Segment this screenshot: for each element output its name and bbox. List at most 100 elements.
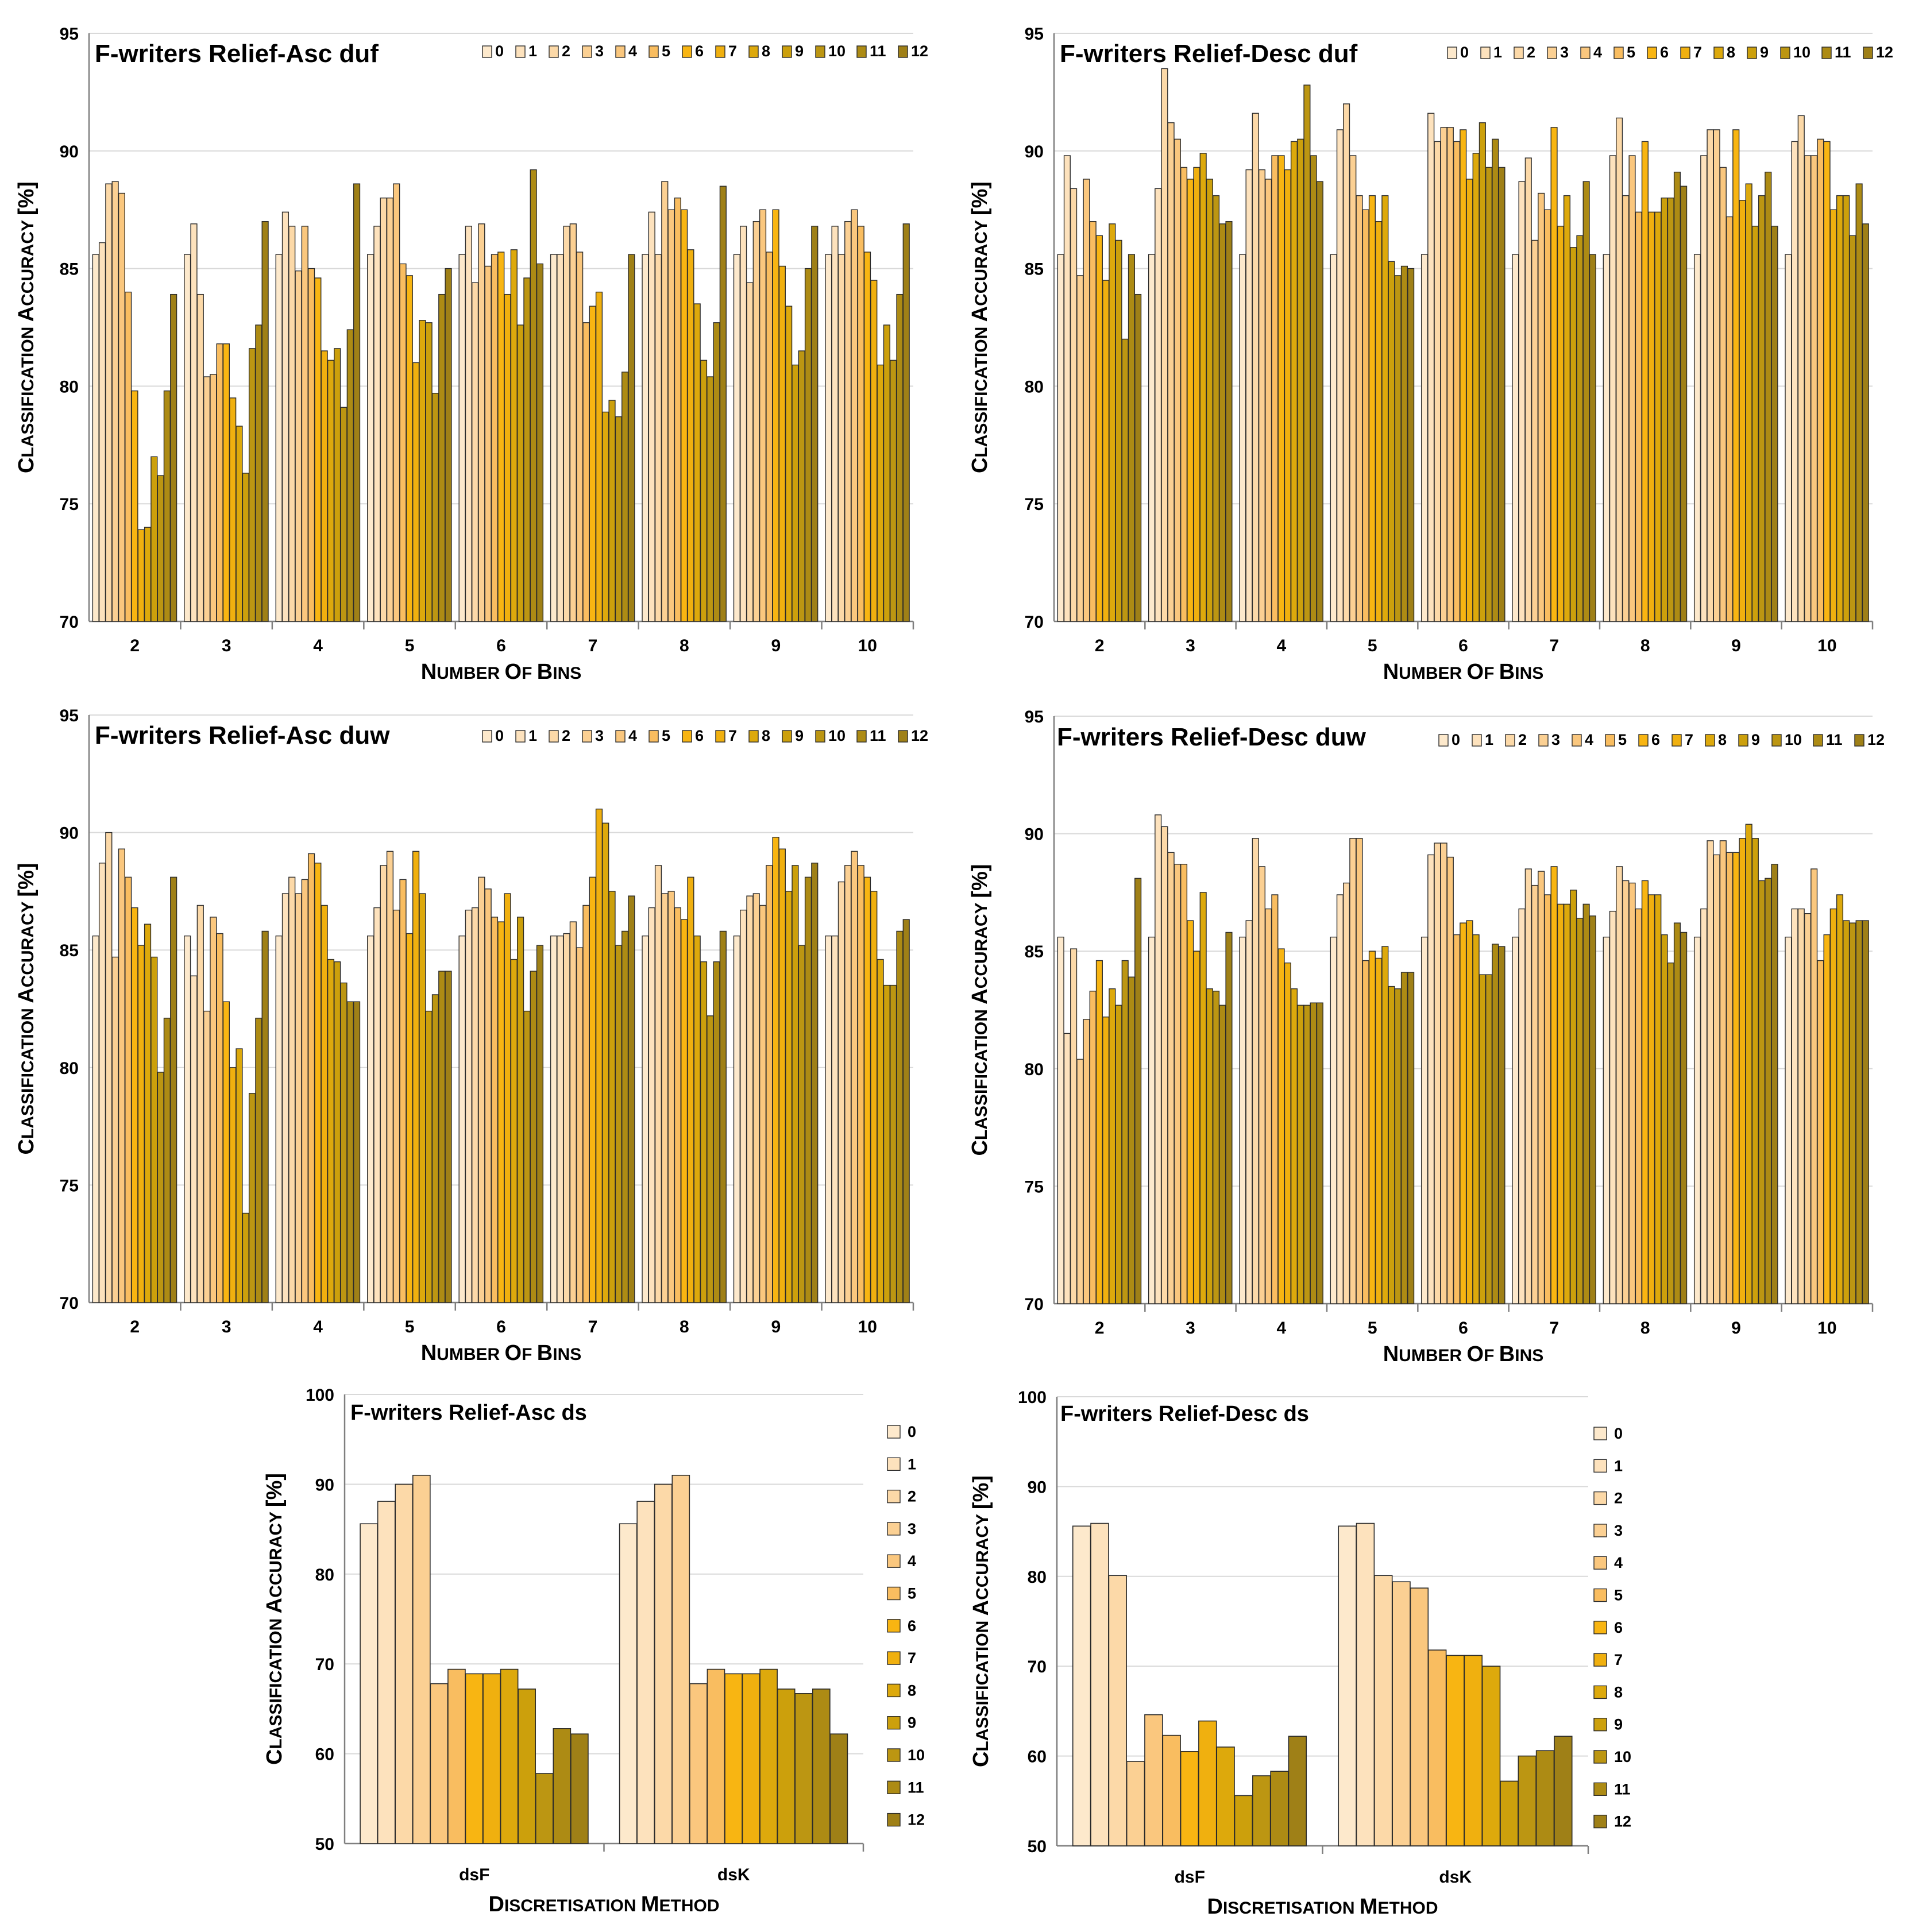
bar-2-series-6 [1095,960,1103,1304]
bar-10-series-12 [1862,920,1869,1304]
bar-dsK-series-9 [1500,1780,1519,1846]
desc-duw-legend: 0 1 2 3 4 5 6 7 8 9 10 11 12 [1438,731,1885,748]
legend-swatch-11 [1813,734,1823,747]
bar-10-series-8 [877,959,884,1303]
legend-swatch-6 [682,730,692,743]
x-category-label: 5 [1368,636,1377,655]
asc-ds-bars [360,1474,848,1844]
bar-10-series-9 [1843,920,1850,1304]
bar-9-series-9 [792,865,799,1303]
bar-4-series-10 [340,407,348,622]
bar-2-series-4 [118,192,125,622]
bar-7-series-3 [1531,884,1539,1304]
y-tick-label: 60 [1028,1748,1047,1767]
desc-duw-y-axis-label: CLASSIFICATION ACCURACY [%] [968,864,992,1156]
bar-3-series-8 [236,426,243,622]
bar-8-series-3 [1622,195,1630,622]
x-category-label: 5 [405,636,415,655]
legend-label-1: 1 [908,1455,916,1473]
bar-10-series-3 [1804,913,1812,1304]
bar-9-series-2 [746,895,754,1303]
bar-4-series-8 [327,959,335,1303]
bar-6-series-0 [1420,254,1429,622]
bar-8-series-5 [1635,908,1642,1304]
bar-4-series-6 [314,277,322,622]
asc-ds-title: F-writers Relief-Asc ds [350,1401,587,1425]
bar-2-series-5 [125,876,132,1303]
legend-swatch-8 [748,730,759,743]
bar-10-series-4 [1811,155,1818,622]
legend-label-7: 7 [1693,44,1702,61]
bar-10-series-8 [1836,894,1844,1304]
bar-8-series-7 [1648,211,1655,622]
bar-dsF-series-9 [518,1688,536,1844]
legend-label-11: 11 [870,42,886,60]
legend-swatch-7 [715,45,725,58]
chart-asc-duw: 70 75 80 85 90 95 2 3 4 5 6 7 8 9 10 F-writers Relief-A… [0,686,954,1375]
bar-10-series-2 [837,881,845,1303]
bar-10-series-12 [902,223,910,622]
bar-2-series-10 [157,475,164,622]
bar-5-series-2 [1343,103,1350,622]
bar-4-series-9 [1297,1004,1304,1304]
desc-duf-y-axis-label: CLASSIFICATION ACCURACY [%] [968,181,992,473]
bar-6-series-2 [472,907,479,1303]
legend-label-8: 8 [908,1682,916,1699]
bar-3-series-0 [1148,936,1156,1304]
legend-label-7: 7 [728,42,737,60]
legend-label-4: 4 [1614,1554,1623,1571]
legend-label-8: 8 [762,727,770,744]
y-tick-label: 50 [1028,1837,1047,1856]
bar-4-series-5 [307,853,315,1303]
x-category-label: 3 [1186,1319,1195,1338]
x-category-label: 2 [1095,1319,1105,1338]
bar-dsK-series-1 [636,1501,655,1844]
legend-swatch-3 [1593,1524,1607,1537]
bar-2-series-7 [1102,280,1110,622]
legend-label-2: 2 [562,42,570,60]
bar-3-series-7 [229,1067,237,1303]
legend-swatch-6 [682,45,692,58]
bar-dsF-series-2 [1108,1575,1127,1846]
legend-swatch-8 [1593,1685,1607,1699]
x-category-label: 5 [405,1317,415,1336]
legend-label-12: 12 [908,1811,925,1829]
bar-dsF-series-4 [1144,1714,1163,1846]
y-tick-label: 90 [1025,142,1044,161]
legend-label-11: 11 [1826,731,1843,748]
legend-label-2: 2 [1527,44,1535,61]
bar-5-series-12 [1407,972,1415,1304]
bar-6-series-5 [491,917,499,1303]
bar-9-series-7 [778,848,786,1303]
bar-9-series-11 [1765,878,1772,1304]
y-tick-label: 70 [1025,1295,1044,1314]
legend-swatch-10 [815,45,825,58]
bar-6-series-4 [484,888,492,1303]
desc-ds-x-axis-label: DISCRETISATION METHOD [1207,1895,1438,1919]
bar-9-series-10 [798,945,805,1303]
bar-7-series-3 [1531,239,1539,622]
bar-2-series-1 [1063,1033,1071,1304]
desc-duf-bars [1057,68,1869,622]
bar-10-series-9 [883,984,890,1303]
bar-5-series-5 [1362,209,1369,622]
bar-6-series-1 [465,909,472,1303]
legend-swatch-2 [549,730,559,743]
bar-8-series-6 [1641,141,1649,622]
bar-9-series-7 [1739,838,1746,1304]
bar-2-series-5 [125,291,132,622]
x-category-label: 9 [1731,636,1741,655]
bar-9-series-8 [1745,824,1752,1304]
bar-dsK-series-1 [1356,1523,1375,1846]
bar-4-series-2 [1252,838,1259,1304]
legend-label-3: 3 [908,1520,916,1537]
bar-dsF-series-2 [395,1483,414,1844]
bar-6-series-2 [472,282,479,622]
bar-6-series-8 [1472,934,1480,1304]
bar-7-series-4 [576,947,584,1303]
bar-8-series-7 [687,249,694,622]
bar-4-series-6 [1277,155,1285,622]
asc-duw-x-axis-label: NUMBER OF BINS [421,1341,582,1365]
legend-label-5: 5 [1618,731,1627,748]
